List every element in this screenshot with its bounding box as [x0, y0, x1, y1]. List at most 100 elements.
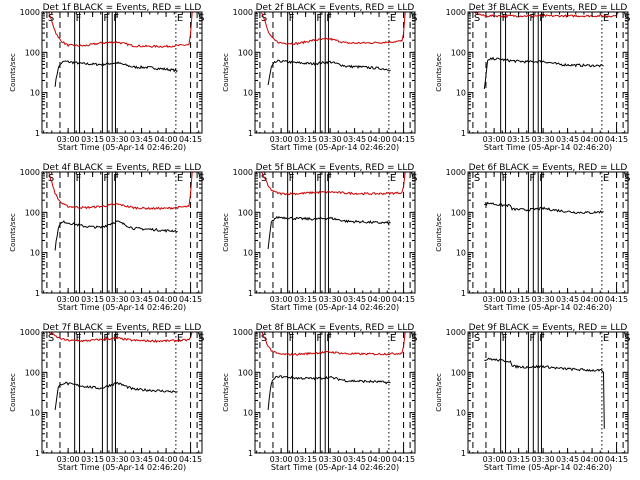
y-tick-label: 1 — [248, 289, 253, 298]
x-tick-label: 03:00 — [483, 135, 506, 144]
series-line-events — [267, 215, 391, 250]
y-tick-label: 1000 — [20, 8, 40, 17]
x-tick-label: 03:00 — [483, 295, 506, 304]
x-tick-label: 04:00 — [155, 455, 178, 464]
plot-frame — [254, 11, 416, 134]
event-marker-label: E — [390, 173, 396, 184]
y-tick-label: 1000 — [233, 8, 253, 17]
series-line-events — [483, 56, 604, 90]
event-marker-label: F — [103, 13, 109, 24]
x-axis-title: Start Time (05-Apr-14 02:46:20) — [271, 143, 399, 152]
series-line-lld — [48, 12, 193, 49]
series-line-lld — [261, 172, 406, 196]
event-marker-label: S — [261, 333, 267, 344]
chart-title: Det 5f BLACK = Events, RED = LLD — [256, 163, 415, 173]
plot-frame — [467, 11, 629, 134]
y-axis-title: Counts/sec — [435, 213, 443, 252]
y-tick-label: 1000 — [20, 328, 40, 337]
y-tick-label: 10 — [456, 249, 466, 258]
x-axis-title: Start Time (05-Apr-14 02:46:20) — [271, 463, 399, 472]
x-tick-label: 03:15 — [507, 295, 530, 304]
series-group — [48, 172, 193, 251]
x-tick-label: 03:45 — [556, 455, 579, 464]
event-marker-label: F — [289, 13, 295, 24]
event-marker-label: F — [529, 333, 535, 344]
series-line-events — [267, 375, 391, 410]
plot-frame — [467, 171, 629, 294]
x-tick-label: 04:00 — [368, 135, 391, 144]
y-tick-label: 100 — [25, 48, 40, 57]
x-tick-label: 03:30 — [106, 135, 129, 144]
x-tick-label: 04:15 — [605, 295, 628, 304]
event-marker-label: F — [113, 173, 119, 184]
event-marker-label: F — [76, 13, 82, 24]
series-line-lld — [48, 332, 193, 343]
y-tick-label: 100 — [451, 48, 466, 57]
event-marker-label: E — [603, 173, 609, 184]
series-line-events — [54, 220, 178, 251]
chart-title: Det 4f BLACK = Events, RED = LLD — [43, 163, 202, 173]
y-tick-label: 10 — [243, 89, 253, 98]
x-tick-label: 03:30 — [319, 295, 342, 304]
x-tick-label: 03:45 — [556, 135, 579, 144]
x-tick-label: 03:45 — [130, 295, 153, 304]
event-marker-label: F — [502, 173, 508, 184]
y-tick-label: 1000 — [20, 168, 40, 177]
plot-frame — [254, 331, 416, 454]
y-tick-label: 1 — [35, 289, 40, 298]
x-tick-label: 03:30 — [532, 455, 555, 464]
plot-frame — [41, 331, 203, 454]
x-tick-label: 03:45 — [343, 295, 366, 304]
x-tick-label: 04:15 — [179, 295, 202, 304]
event-marker-label: E — [390, 333, 396, 344]
y-axis-title: Counts/sec — [222, 53, 230, 92]
chart-title: Det 7f BLACK = Events, RED = LLD — [43, 323, 202, 333]
y-tick-label: 10 — [456, 89, 466, 98]
y-tick-label: 1 — [248, 449, 253, 458]
x-tick-label: 03:45 — [343, 455, 366, 464]
y-tick-label: 1 — [461, 449, 466, 458]
y-tick-label: 10 — [30, 89, 40, 98]
event-marker-label: F — [76, 173, 82, 184]
chart-title: Det 6f BLACK = Events, RED = LLD — [469, 163, 628, 173]
y-tick-label: 1000 — [446, 328, 466, 337]
x-tick-label: 03:30 — [532, 135, 555, 144]
x-tick-label: 03:00 — [270, 455, 293, 464]
series-line-events — [483, 201, 604, 215]
series-line-lld — [48, 172, 193, 210]
x-tick-label: 03:30 — [106, 455, 129, 464]
x-tick-label: 04:15 — [392, 135, 415, 144]
x-tick-label: 03:30 — [532, 295, 555, 304]
event-marker-label: F — [326, 333, 332, 344]
x-tick-label: 03:45 — [130, 135, 153, 144]
x-tick-label: 04:00 — [368, 295, 391, 304]
y-tick-label: 10 — [243, 249, 253, 258]
x-tick-label: 04:00 — [155, 135, 178, 144]
x-tick-label: 03:00 — [57, 135, 80, 144]
y-tick-label: 100 — [25, 368, 40, 377]
event-marker-label: S — [474, 173, 480, 184]
y-axis-title: Counts/sec — [222, 213, 230, 252]
x-tick-label: 03:00 — [57, 295, 80, 304]
series-group — [261, 172, 406, 250]
plot-frame — [467, 331, 629, 454]
y-tick-label: 10 — [243, 409, 253, 418]
x-tick-label: 03:15 — [507, 455, 530, 464]
event-marker-label: F — [76, 333, 82, 344]
y-tick-label: 100 — [238, 368, 253, 377]
y-tick-label: 10 — [30, 249, 40, 258]
x-tick-label: 04:15 — [392, 455, 415, 464]
x-axis-title: Start Time (05-Apr-14 02:46:20) — [58, 303, 186, 312]
x-axis-title: Start Time (05-Apr-14 02:46:20) — [58, 143, 186, 152]
chart-title: Det 9f BLACK = Events, RED = LLD — [469, 323, 628, 333]
x-tick-label: 03:00 — [57, 455, 80, 464]
series-group — [48, 12, 193, 87]
event-marker-label: S — [48, 333, 54, 344]
x-tick-label: 03:15 — [294, 295, 317, 304]
